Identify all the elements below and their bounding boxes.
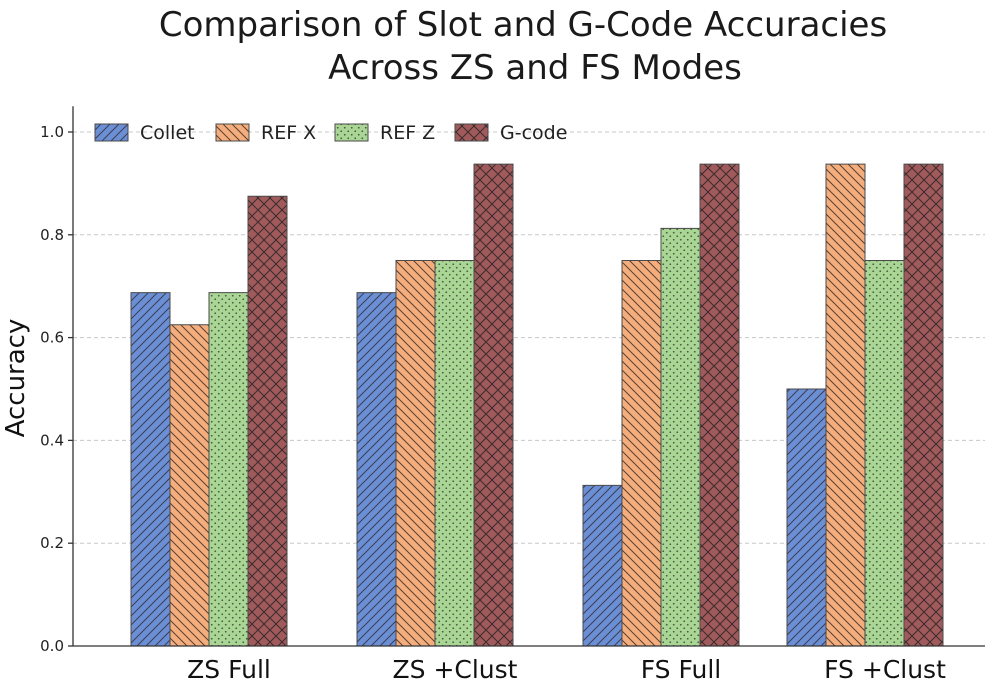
y-tick-label: 0.4 xyxy=(40,431,64,449)
bar-g-code-2-hatch xyxy=(699,163,740,647)
bar-ref-z-3-hatch xyxy=(864,260,905,647)
chart-title: Comparison of Slot and G-Code Accuracies… xyxy=(159,5,887,88)
series-ref-x xyxy=(169,163,866,647)
legend-item-ref-z: REF Z xyxy=(334,122,435,144)
y-tick-label: 0.2 xyxy=(40,534,64,552)
bar-ref-z-0-hatch xyxy=(208,292,249,647)
bar-g-code-3-hatch xyxy=(903,163,944,647)
legend-label: Collet xyxy=(140,122,195,144)
legend-item-ref-x: REF X xyxy=(215,122,316,144)
y-axis-label: Accuracy xyxy=(1,319,31,438)
bar-ref-z-2-hatch xyxy=(660,227,701,647)
series-ref-z xyxy=(208,227,905,647)
legend-swatch-hatch xyxy=(215,123,250,142)
bar-collet-2-hatch xyxy=(582,484,623,647)
bar-ref-x-0-hatch xyxy=(169,324,210,647)
bar-ref-x-1-hatch xyxy=(395,260,436,647)
bar-ref-x-3-hatch xyxy=(825,163,866,647)
y-tick-label: 0.6 xyxy=(40,329,64,347)
legend-label: REF Z xyxy=(380,122,435,144)
series-g-code xyxy=(247,163,944,647)
chart-title-line-1: Comparison of Slot and G-Code Accuracies xyxy=(159,5,887,45)
bar-collet-3-hatch xyxy=(786,388,827,647)
legend-item-collet: Collet xyxy=(94,122,195,144)
x-tick-label: ZS Full xyxy=(187,655,271,684)
legend-item-g-code: G-code xyxy=(454,122,567,144)
legend: Collet REF X REF Z G-code xyxy=(94,122,567,144)
series-collet xyxy=(130,292,827,647)
bars xyxy=(130,163,944,647)
bar-collet-0-hatch xyxy=(130,292,171,647)
x-ticks: ZS Full ZS +Clust FS Full FS +Clust xyxy=(187,655,946,684)
legend-swatch-hatch xyxy=(334,123,369,142)
legend-label: G-code xyxy=(500,122,567,144)
bar-g-code-0-hatch xyxy=(247,195,288,647)
chart-title-line-2: Across ZS and FS Modes xyxy=(328,48,742,88)
legend-swatch-hatch xyxy=(94,123,129,142)
bar-ref-z-1-hatch xyxy=(434,260,475,647)
x-tick-label: FS Full xyxy=(641,655,722,684)
y-tick-label: 0.8 xyxy=(40,226,64,244)
y-tick-label: 1.0 xyxy=(40,123,64,141)
bar-g-code-1-hatch xyxy=(473,163,514,647)
y-ticks: 0.0 0.2 0.4 0.6 0.8 1.0 xyxy=(40,123,73,655)
x-tick-label: ZS +Clust xyxy=(393,655,518,684)
x-tick-label: FS +Clust xyxy=(824,655,946,684)
bar-ref-x-2-hatch xyxy=(621,260,662,647)
legend-label: REF X xyxy=(261,122,316,144)
legend-swatch-hatch xyxy=(454,123,489,142)
y-tick-label: 0.0 xyxy=(40,637,64,655)
axes xyxy=(72,106,985,647)
bar-collet-1-hatch xyxy=(356,292,397,647)
